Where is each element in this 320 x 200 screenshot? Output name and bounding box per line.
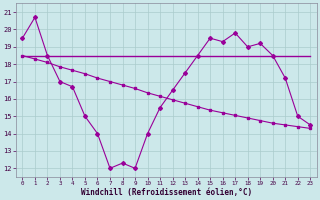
X-axis label: Windchill (Refroidissement éolien,°C): Windchill (Refroidissement éolien,°C) xyxy=(81,188,252,197)
